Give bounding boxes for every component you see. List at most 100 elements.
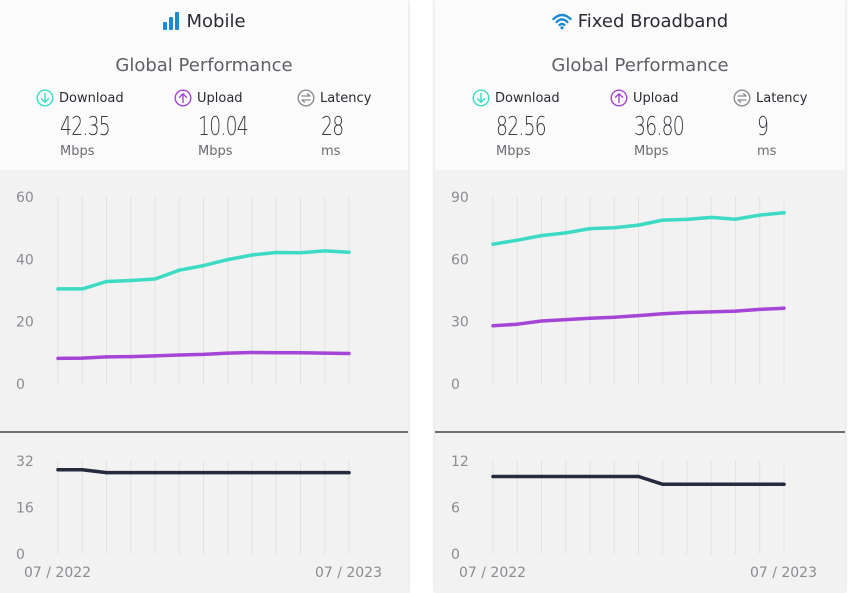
- upload-point: [515, 322, 519, 326]
- upload-point: [709, 310, 713, 314]
- download-point: [56, 287, 60, 291]
- download-point: [515, 238, 519, 242]
- download-point: [347, 250, 351, 254]
- download-label: Download: [495, 90, 560, 106]
- upload-point: [201, 352, 206, 356]
- upload-point: [226, 351, 230, 355]
- download-point: [250, 253, 254, 257]
- latency-point: [323, 471, 327, 475]
- fixed-charts: 0 30 60 90 0 6 12 07 / 2022 07 / 2023: [435, 190, 845, 581]
- download-unit: Mbps: [60, 144, 95, 159]
- upload-point: [685, 310, 689, 315]
- y-tick-label: 60: [16, 190, 34, 206]
- upload-label: Upload: [633, 90, 679, 106]
- upload-point: [758, 307, 762, 312]
- x-tick-label-start: 07 / 2022: [459, 565, 526, 581]
- latency-point: [153, 471, 157, 475]
- y-tick-label: 0: [16, 377, 25, 393]
- upload-point: [636, 314, 641, 318]
- upload-point: [56, 356, 60, 361]
- download-point: [709, 215, 713, 219]
- download-point: [539, 234, 544, 238]
- y-tick-label: 0: [451, 377, 460, 393]
- upload-point: [153, 354, 157, 358]
- signal-bars-icon: [163, 12, 180, 30]
- latency-point: [636, 474, 641, 479]
- wifi-icon: [552, 13, 572, 30]
- upload-arrow-icon: [610, 89, 628, 107]
- download-unit: Mbps: [496, 144, 531, 159]
- latency-point: [129, 471, 133, 475]
- panel-title: Fixed Broadband: [435, 8, 845, 34]
- upload-point: [347, 351, 351, 356]
- mobile-panel: Mobile Global Performance Download 42.35…: [0, 0, 408, 593]
- panel-subtitle: Global Performance: [115, 55, 293, 76]
- upload-point: [661, 312, 665, 316]
- latency-label: Latency: [320, 90, 372, 106]
- latency-point: [226, 471, 230, 475]
- upload-point: [564, 317, 568, 322]
- x-tick-label-end: 07 / 2023: [750, 565, 817, 581]
- download-point: [564, 231, 568, 235]
- latency-point: [564, 474, 568, 479]
- latency-point: [588, 474, 592, 479]
- panel-title-text: Mobile: [186, 10, 246, 32]
- upload-point: [129, 354, 133, 359]
- y-tick-label: 90: [451, 190, 469, 206]
- mobile-charts: 0 20 40 60 0 16 32 07 / 2022 07 / 2023: [0, 190, 408, 581]
- y-tick-label: 60: [451, 252, 469, 268]
- download-point: [758, 213, 762, 217]
- latency-point: [661, 482, 665, 486]
- latency-point: [515, 474, 519, 479]
- panel-subtitle: Global Performance: [551, 55, 729, 76]
- y-tick-label: 30: [451, 315, 469, 331]
- latency-point: [685, 482, 689, 486]
- download-value: 82.56: [496, 112, 547, 142]
- download-point: [733, 217, 738, 221]
- chart-area: [435, 170, 845, 593]
- latency-arrows-icon: [733, 89, 751, 107]
- latency-unit: ms: [757, 144, 777, 159]
- download-point: [177, 268, 181, 272]
- panel-title: Mobile: [0, 8, 408, 34]
- download-point: [323, 249, 327, 253]
- upload-point: [104, 355, 109, 359]
- latency-metric: Latency 28 ms: [297, 86, 407, 166]
- latency-point: [250, 471, 254, 475]
- download-point: [636, 223, 641, 227]
- download-point: [588, 226, 592, 231]
- upload-point: [298, 351, 303, 355]
- y-tick-label: 40: [16, 252, 34, 268]
- upload-metric: Upload 36.80 Mbps: [610, 86, 720, 166]
- latency-point: [104, 471, 109, 475]
- latency-point: [80, 468, 84, 472]
- latency-point: [177, 471, 181, 475]
- latency-point: [782, 482, 786, 486]
- download-metric: Download 82.56 Mbps: [472, 86, 582, 166]
- download-point: [612, 226, 616, 230]
- y-tick-label: 6: [451, 501, 460, 517]
- latency-point: [758, 482, 762, 486]
- mobile-header: Mobile Global Performance Download 42.35…: [0, 0, 408, 170]
- upload-metric: Upload 10.04 Mbps: [174, 86, 284, 166]
- latency-point: [733, 482, 738, 486]
- latency-point: [491, 474, 495, 479]
- download-arrow-icon: [472, 89, 490, 107]
- latency-point: [709, 482, 713, 486]
- download-point: [153, 277, 157, 281]
- latency-point: [347, 471, 351, 475]
- download-value: 42.35: [60, 112, 111, 142]
- y-tick-label: 20: [16, 315, 34, 331]
- latency-metric: Latency 9 ms: [733, 86, 843, 166]
- y-tick-label: 16: [16, 501, 34, 517]
- download-point: [685, 217, 689, 222]
- upload-point: [588, 316, 592, 320]
- latency-label: Latency: [756, 90, 808, 106]
- x-tick-label-end: 07 / 2023: [315, 565, 382, 581]
- upload-point: [177, 353, 181, 357]
- upload-point: [80, 356, 84, 360]
- download-label: Download: [59, 90, 124, 106]
- latency-point: [274, 471, 278, 475]
- latency-arrows-icon: [297, 89, 315, 107]
- download-point: [104, 279, 109, 284]
